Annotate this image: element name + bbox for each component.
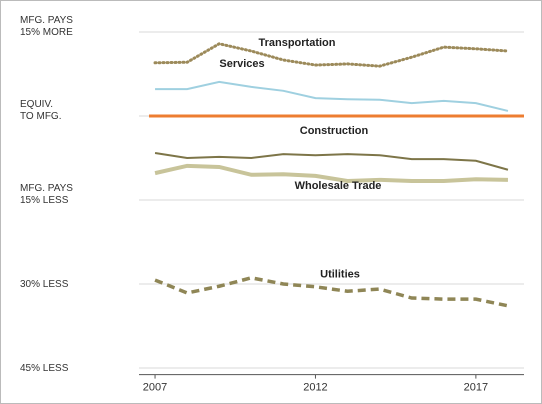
y-tick-label: 45% LESS xyxy=(20,363,69,374)
series-label: Utilities xyxy=(320,268,360,280)
y-tick-label: EQUIV. TO MFG. xyxy=(20,99,61,122)
y-tick-label: MFG. PAYS 15% LESS xyxy=(20,183,73,206)
x-tick-label: 2012 xyxy=(303,382,327,394)
series-line xyxy=(154,163,508,183)
series-line xyxy=(154,276,509,308)
y-tick-label: 30% LESS xyxy=(20,279,69,290)
x-tick-label: 2017 xyxy=(464,382,488,394)
series-label: Transportation xyxy=(258,37,335,49)
series-line xyxy=(153,42,510,68)
x-tick-label: 2007 xyxy=(143,382,167,394)
series-line xyxy=(155,80,509,112)
series-label: Wholesale Trade xyxy=(295,180,382,192)
series-line xyxy=(154,151,509,171)
series-label: Construction xyxy=(300,125,369,137)
y-tick-label: MFG. PAYS 15% MORE xyxy=(20,15,73,38)
series-label: Services xyxy=(219,58,264,70)
